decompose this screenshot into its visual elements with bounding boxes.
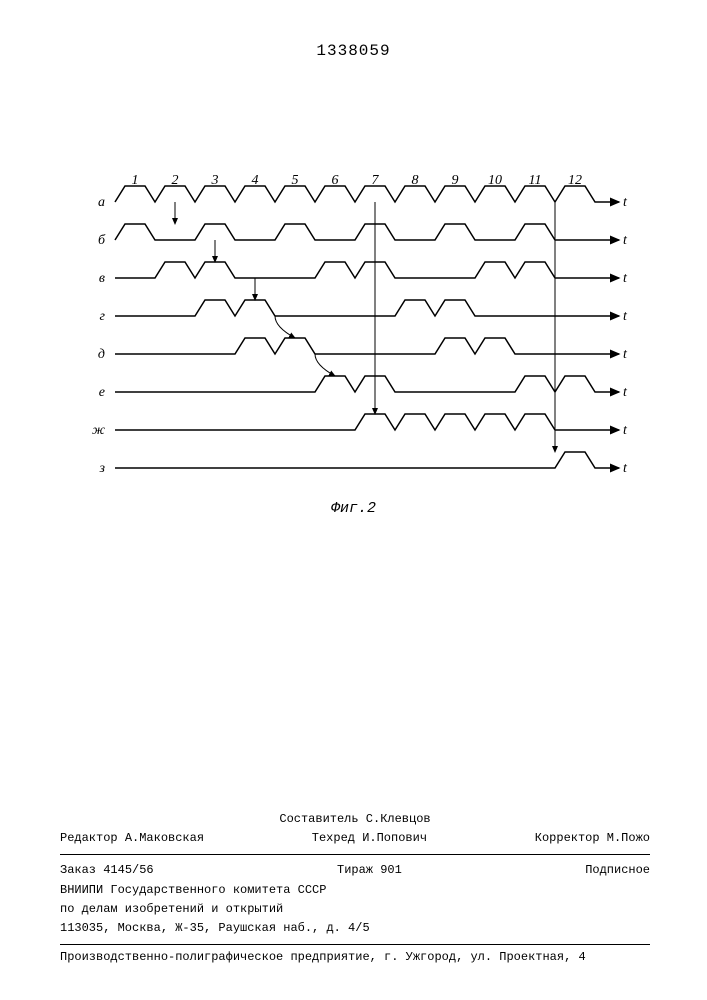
order-value: 4145/56 — [103, 863, 153, 877]
tirage-value: 901 — [380, 863, 402, 877]
editor-name: А.Маковская — [125, 831, 204, 845]
svg-text:в: в — [99, 271, 105, 286]
svg-text:е: е — [99, 385, 105, 400]
timing-diagram: 123456789101112аtбtвtгtдtеtжtзt — [90, 170, 630, 500]
svg-text:з: з — [99, 461, 106, 476]
footer-divider-1 — [60, 854, 650, 855]
org-line1: ВНИИПИ Государственного комитета СССР — [60, 881, 650, 900]
footer-divider-2 — [60, 944, 650, 945]
svg-text:а: а — [98, 195, 105, 210]
svg-text:t: t — [623, 347, 628, 362]
svg-text:д: д — [98, 347, 105, 362]
tirage-label: Тираж — [337, 863, 373, 877]
svg-text:t: t — [623, 385, 628, 400]
svg-text:t: t — [623, 195, 628, 210]
svg-text:t: t — [623, 461, 628, 476]
techred-label: Техред — [312, 831, 355, 845]
svg-text:г: г — [100, 309, 106, 324]
org-line2: по делам изобретений и открытий — [60, 900, 650, 919]
org-address: 113035, Москва, Ж-35, Раушская наб., д. … — [60, 919, 650, 938]
order-label: Заказ — [60, 863, 96, 877]
printer-line: Производственно-полиграфическое предприя… — [60, 950, 650, 964]
figure-caption: Фиг.2 — [0, 500, 707, 517]
compiler-label: Составитель — [279, 812, 358, 826]
signed-label: Подписное — [585, 861, 650, 880]
corrector-label: Корректор — [535, 831, 600, 845]
svg-text:ж: ж — [92, 423, 105, 438]
svg-text:t: t — [623, 309, 628, 324]
techred-name: И.Попович — [362, 831, 427, 845]
corrector-name: М.Пожо — [607, 831, 650, 845]
editor-label: Редактор — [60, 831, 118, 845]
svg-text:t: t — [623, 271, 628, 286]
compiler-name: С.Клевцов — [366, 812, 431, 826]
svg-text:б: б — [98, 233, 106, 248]
patent-number: 1338059 — [0, 42, 707, 60]
svg-text:t: t — [623, 233, 628, 248]
svg-text:t: t — [623, 423, 628, 438]
footer-block: Составитель С.Клевцов Редактор А.Маковск… — [60, 810, 650, 951]
